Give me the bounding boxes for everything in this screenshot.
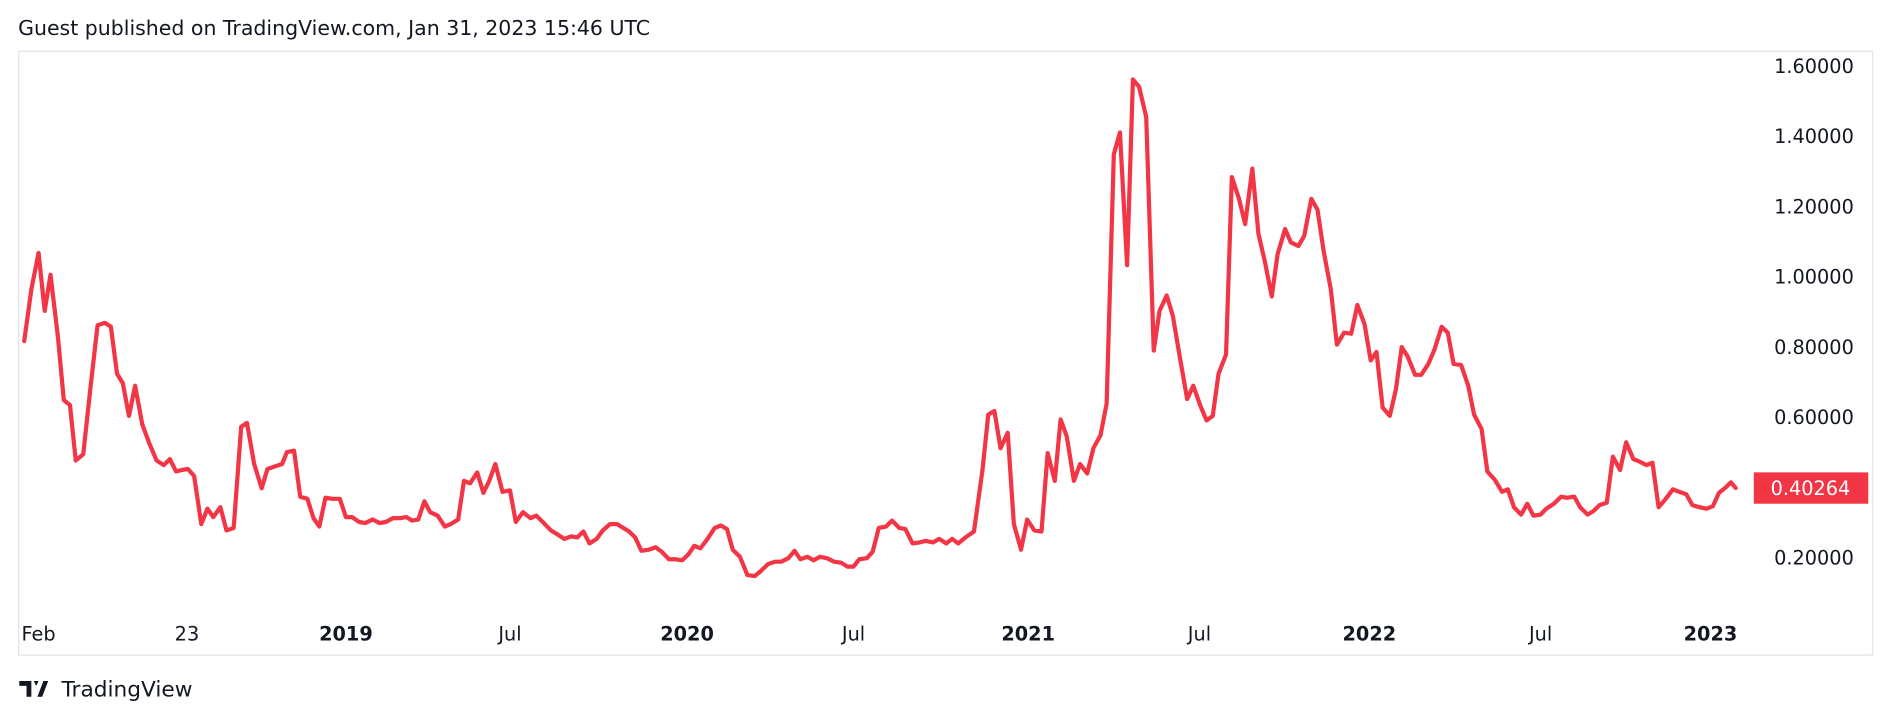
price-line xyxy=(22,77,1738,579)
x-tick-label: Jul xyxy=(841,623,865,646)
x-tick-label: Jul xyxy=(497,623,521,646)
chart-frame xyxy=(18,50,1874,656)
footer-brand: TradingView xyxy=(60,678,192,703)
x-tick-label: 2021 xyxy=(1001,623,1055,646)
y-tick-label: 1.20000 xyxy=(1774,195,1854,218)
last-price-label: 0.40264 xyxy=(1771,477,1851,500)
logo-icon xyxy=(19,681,49,697)
x-tick-label: 2020 xyxy=(660,623,714,646)
last-price-box xyxy=(1753,472,1869,504)
y-tick-label: 1.40000 xyxy=(1774,125,1854,148)
y-tick-label: 0.20000 xyxy=(1774,547,1854,570)
x-tick-label: 2023 xyxy=(1684,623,1738,646)
header: Guest published on TradingView.com, Jan … xyxy=(18,16,650,40)
x-tick-label: 23 xyxy=(175,623,200,646)
x-tick-label: Jul xyxy=(1187,623,1211,646)
logo: TradingView xyxy=(19,678,193,703)
y-tick-label: 1.00000 xyxy=(1774,266,1854,289)
y-tick-label: 0.80000 xyxy=(1774,336,1854,359)
x-tick-label: Jul xyxy=(1528,623,1552,646)
y-tick-label: 1.60000 xyxy=(1774,55,1854,78)
x-tick-label: 2022 xyxy=(1343,623,1397,646)
y-tick-label: 0.60000 xyxy=(1774,406,1854,429)
x-tick-label: 2019 xyxy=(319,623,373,646)
x-tick-label: Feb xyxy=(22,623,56,646)
